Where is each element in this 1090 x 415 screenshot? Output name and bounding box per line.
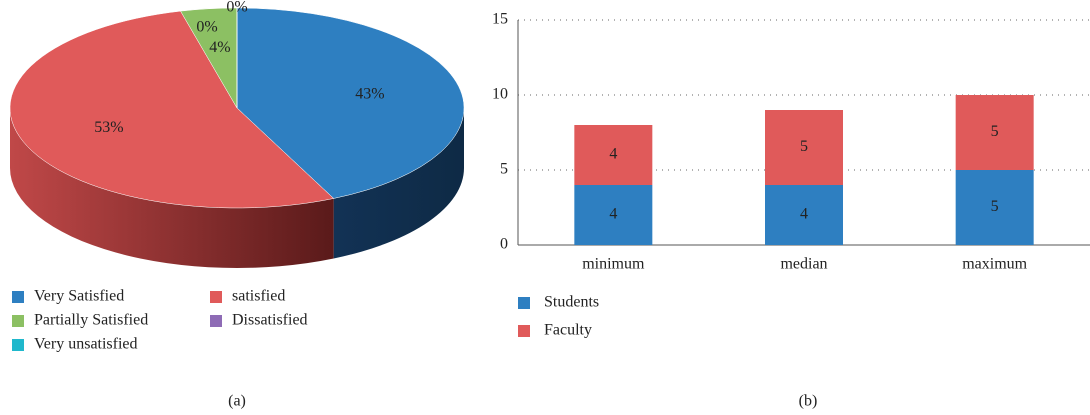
- legend-swatch: [518, 297, 530, 309]
- pie-label: 0%: [196, 19, 217, 36]
- pie-label: 43%: [355, 86, 384, 103]
- y-tick-label: 15: [492, 11, 508, 28]
- bar-label: 5: [991, 198, 999, 215]
- legend-label: satisfied: [232, 288, 285, 305]
- pie-side: [10, 108, 334, 268]
- pie-slice: [236, 7, 465, 199]
- bar-segment: [765, 110, 843, 185]
- legend-swatch: [12, 315, 24, 327]
- bar-segment: [574, 185, 653, 245]
- legend-label: Students: [544, 294, 599, 311]
- bar-segment: [765, 185, 843, 245]
- y-tick-label: 0: [500, 236, 508, 253]
- caption: (a): [228, 393, 246, 410]
- bar-label: 5: [800, 138, 808, 155]
- legend-label: Very Satisfied: [34, 288, 124, 305]
- bar-segment: [574, 125, 653, 185]
- bar-label: 4: [800, 206, 808, 223]
- pie-slice: [9, 10, 335, 209]
- y-tick-label: 10: [492, 86, 508, 103]
- x-tick-label: minimum: [582, 256, 645, 273]
- legend-label: Partially Satisfied: [34, 312, 148, 329]
- pie-label: 4%: [209, 39, 230, 56]
- x-tick-label: median: [780, 256, 827, 273]
- pie-label: 0%: [226, 0, 247, 16]
- legend-label: Faculty: [544, 322, 592, 339]
- bar-label: 4: [609, 206, 617, 223]
- caption: (b): [799, 393, 818, 410]
- legend-swatch: [210, 291, 222, 303]
- legend-swatch: [12, 291, 24, 303]
- pie-label: 53%: [94, 119, 123, 136]
- bar-label: 5: [991, 123, 999, 140]
- legend-swatch: [210, 315, 222, 327]
- legend-swatch: [518, 325, 530, 337]
- bar-segment: [955, 95, 1034, 170]
- pie-side: [333, 108, 464, 259]
- legend-swatch: [12, 339, 24, 351]
- bar-segment: [955, 170, 1034, 245]
- x-tick-label: maximum: [962, 256, 1027, 273]
- bar-label: 4: [609, 146, 617, 163]
- legend-label: Dissatisfied: [232, 312, 308, 329]
- y-tick-label: 5: [500, 161, 508, 178]
- legend-label: Very unsatisfied: [34, 336, 138, 353]
